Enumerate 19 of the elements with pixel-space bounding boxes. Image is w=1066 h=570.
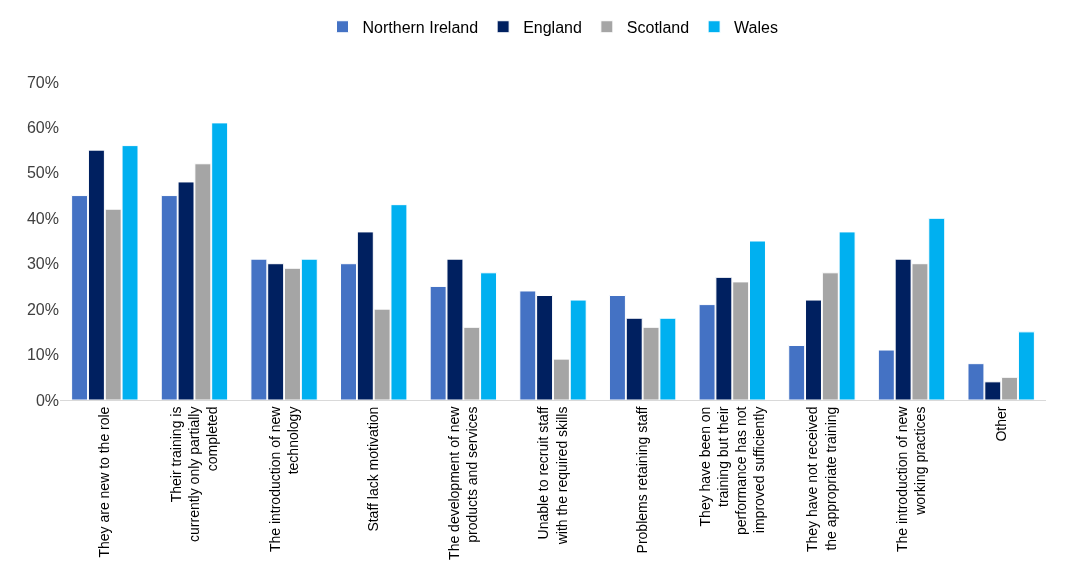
x-tick-label: The development of new products and services — [445, 405, 481, 560]
y-tick-label: 70% — [26, 73, 59, 91]
x-tick-label: They are new to the role — [96, 406, 113, 558]
x-tick-label: Staff lack motivation — [365, 406, 382, 532]
legend-label: Wales — [734, 18, 778, 36]
y-tick-label: 20% — [26, 300, 59, 318]
x-tick-label: They have been on training but their performance has not improved sufficiently — [696, 406, 768, 536]
y-tick-label: 50% — [26, 164, 59, 182]
x-tick-label: Other — [992, 406, 1009, 442]
x-tick-label: Problems retaining staff — [634, 406, 651, 554]
legend-label: Scotland — [626, 18, 690, 36]
legend-label: Northern Ireland — [362, 18, 479, 36]
y-tick-label: 30% — [26, 255, 59, 273]
y-tick-label: 10% — [26, 346, 59, 364]
y-tick-label: 40% — [26, 209, 59, 227]
y-tick-label: 60% — [26, 119, 59, 137]
y-tick-label: 0% — [35, 391, 59, 409]
x-tick-label: Their training is currently only partially completed — [167, 406, 221, 542]
legend-label: England — [523, 18, 582, 36]
